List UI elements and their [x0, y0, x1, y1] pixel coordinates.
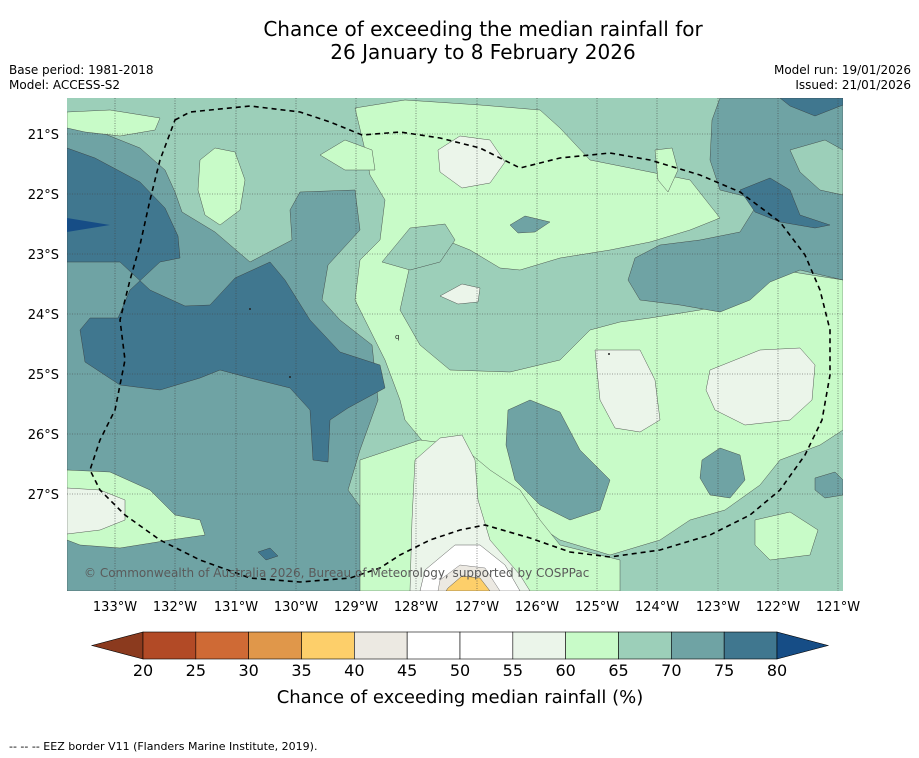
title-line-1: Chance of exceeding the median rainfall …: [263, 17, 703, 41]
field-se-far-75: [814, 471, 843, 499]
longitude-labels: 133°W 132°W 131°W 130°W 129°W 128°W 127°…: [93, 600, 860, 615]
colorbar-tick-label: 20: [133, 661, 153, 680]
colorbar-tick-label: 75: [714, 661, 734, 680]
lat-label: 21°S: [28, 128, 59, 143]
colorbar-segment: [301, 631, 355, 660]
colorbar: 20 25 30 35 40 45 50 55 60 65 70 75 80: [90, 631, 830, 680]
colorbar-title: Chance of exceeding median rainfall (%): [277, 687, 644, 708]
field-west-80: [67, 147, 386, 463]
colorbar-tick-label: 35: [291, 661, 311, 680]
base-period: Base period: 1981-2018: [9, 63, 154, 77]
field-north-55: [437, 135, 506, 189]
field-nw-small-65: [319, 139, 376, 171]
colorbar-segment: [565, 631, 619, 660]
colorbar-segment: [406, 631, 461, 660]
lon-label: 133°W: [93, 600, 137, 615]
lon-label: 132°W: [153, 600, 197, 615]
colorbar-segment: [142, 631, 197, 660]
colorbar-segment: [195, 631, 249, 660]
lat-label: 22°S: [28, 188, 59, 203]
lon-label: 131°W: [214, 600, 258, 615]
colorbar-segment: [248, 631, 302, 660]
field-blob-a-65: [197, 147, 246, 226]
copyright-text: © Commonwealth of Australia 2026, Bureau…: [84, 566, 589, 580]
lon-label: 127°W: [455, 600, 499, 615]
lon-label: 128°W: [394, 600, 438, 615]
colorbar-segment: [723, 631, 778, 660]
lat-label: 26°S: [28, 428, 59, 443]
lon-label: 129°W: [334, 600, 378, 615]
colorbar-tick-label: 55: [503, 661, 523, 680]
meta-left: Base period: 1981-2018 Model: ACCESS-S2: [9, 63, 154, 93]
colorbar-tick-label: 50: [450, 661, 470, 680]
contour-dot-b: [249, 308, 251, 310]
contour-dot-a: q: [395, 333, 399, 341]
lon-label: 121°W: [816, 600, 860, 615]
colorbar-segment: [618, 631, 672, 660]
model-name: Model: ACCESS-S2: [9, 78, 121, 92]
field-west-85: [67, 218, 110, 232]
colorbar-tick-label: 30: [238, 661, 258, 680]
field-east-55: [594, 349, 661, 433]
field-south-55: [409, 434, 531, 591]
map-title: Chance of exceeding the median rainfall …: [0, 18, 919, 64]
colorbar-tick-label: 60: [555, 661, 575, 680]
field-east-75: [627, 98, 843, 313]
lat-label: 24°S: [28, 308, 59, 323]
lon-label: 125°W: [575, 600, 619, 615]
colorbar-segment: [512, 631, 566, 660]
field-mid-55: [439, 283, 481, 305]
map-panel: q © Commonwealth of Australia 2026, Bure…: [67, 98, 843, 591]
field-south-40: [445, 575, 491, 591]
field-se-65: [754, 511, 819, 561]
field-far-east-55: [705, 347, 816, 426]
lon-label: 124°W: [635, 600, 679, 615]
field-centre-75: [505, 399, 611, 521]
colorbar-tick-label: 70: [661, 661, 681, 680]
eez-border: [89, 105, 831, 583]
colorbar-segment: [354, 631, 408, 660]
colorbar-tick-label: 40: [344, 661, 364, 680]
colorbar-segment: [459, 631, 514, 660]
field-blob-b-65: [654, 147, 679, 193]
field-east-80-top: [779, 98, 843, 117]
colorbar-tick-label: 65: [608, 661, 628, 680]
meta-right: Model run: 19/01/2026 Issued: 21/01/2026: [774, 63, 911, 93]
issued-date: Issued: 21/01/2026: [795, 78, 911, 92]
model-run: Model run: 19/01/2026: [773, 63, 911, 77]
latitude-gridlines: [67, 133, 843, 495]
field-centre-small-75: [509, 215, 551, 234]
title-line-2: 26 January to 8 February 2026: [330, 40, 636, 64]
field-nw-65: [67, 109, 161, 137]
field-north-light-70: [381, 223, 456, 271]
lon-label: 130°W: [274, 600, 318, 615]
colorbar-tick-label: 45: [397, 661, 417, 680]
colorbar-tick-label: 80: [767, 661, 787, 680]
field-east-nw-65: [789, 139, 843, 196]
contour-dot-d: [608, 353, 610, 355]
lon-label: 122°W: [756, 600, 800, 615]
colorbar-tick-label: 25: [186, 661, 206, 680]
lat-label: 25°S: [28, 368, 59, 383]
eez-legend-note: -- -- -- EEZ border V11 (Flanders Marine…: [9, 740, 318, 753]
lon-label: 123°W: [696, 600, 740, 615]
lon-label: 126°W: [515, 600, 559, 615]
longitude-gridlines: [114, 98, 839, 591]
contour-dot-c: [289, 376, 291, 378]
colorbar-extend-high: [776, 631, 830, 660]
colorbar-extend-low: [90, 631, 144, 660]
field-east-80: [739, 177, 831, 229]
field-south-west-80: [257, 547, 279, 561]
latitude-labels: 21°S 22°S 23°S 24°S 25°S 26°S 27°S: [28, 128, 59, 503]
field-se-75: [699, 447, 746, 499]
colorbar-segment: [671, 631, 725, 660]
lat-label: 27°S: [28, 488, 59, 503]
lat-label: 23°S: [28, 248, 59, 263]
